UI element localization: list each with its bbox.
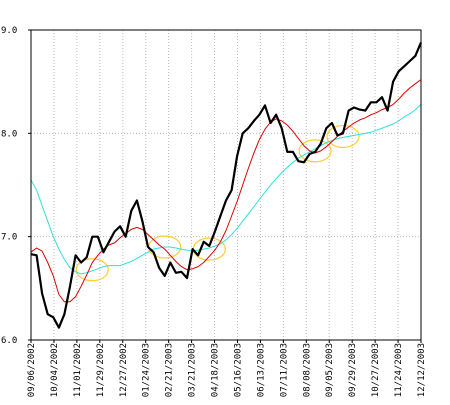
x-tick-label-9: 05/16/2003 — [234, 343, 244, 397]
x-axis-ticks: 09/06/2002 10/04/2002 11/01/2002 11/29/2002… — [27, 340, 427, 397]
plot-frame — [30, 29, 422, 341]
series-layer — [30, 41, 423, 329]
x-tick-label-7: 03/21/2003 — [188, 343, 198, 397]
x-tick-label-10: 06/13/2003 — [256, 343, 266, 397]
x-tick-label-6: 02/21/2003 — [165, 343, 175, 397]
x-tick-label-1: 10/04/2002 — [50, 343, 60, 397]
x-tick-label-14: 09/29/2003 — [348, 343, 358, 397]
series-line-price — [30, 41, 423, 329]
y-tick-label-3: 9.0 — [1, 26, 17, 36]
x-tick-label-17: 12/12/2003 — [417, 343, 427, 397]
y-tick-label-1: 7.0 — [1, 233, 17, 243]
x-tick-label-11: 07/11/2003 — [279, 343, 289, 397]
y-tick-label-2: 8.0 — [1, 129, 17, 139]
y-tick-label-0: 6.0 — [1, 336, 17, 346]
x-tick-label-4: 12/27/2002 — [119, 343, 129, 397]
x-tick-label-12: 08/08/2003 — [302, 343, 312, 397]
series-line-avg-short — [30, 79, 422, 303]
x-tick-label-16: 11/24/2003 — [394, 343, 404, 397]
series-line-avg-long — [30, 104, 422, 275]
highlight-ellipse-3 — [298, 139, 332, 163]
y-axis-ticks: 6.0 7.0 8.0 9.0 — [1, 26, 31, 346]
x-tick-label-8: 04/18/2003 — [211, 343, 221, 397]
highlight-ellipse-0 — [75, 258, 109, 282]
x-tick-label-13: 09/05/2003 — [325, 343, 335, 397]
x-tick-label-0: 09/06/2002 — [27, 343, 37, 397]
plot-background — [31, 30, 421, 340]
x-tick-label-2: 11/01/2002 — [73, 343, 83, 397]
grid — [30, 29, 422, 341]
highlight-ellipse-4 — [326, 124, 360, 149]
x-tick-label-15: 10/27/2003 — [371, 343, 381, 397]
x-tick-label-3: 11/29/2002 — [96, 343, 106, 397]
x-tick-label-5: 01/24/2003 — [142, 343, 152, 397]
